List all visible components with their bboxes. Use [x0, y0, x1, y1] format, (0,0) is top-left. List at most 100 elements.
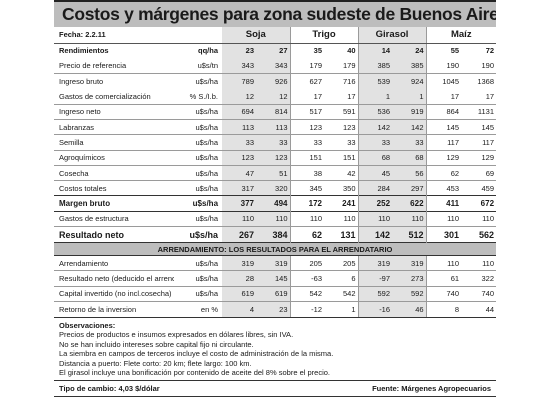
cell: 45 — [357, 164, 393, 181]
cell: -63 — [289, 270, 325, 287]
cell: 142 — [392, 118, 427, 135]
tipo-de-cambio: Tipo de cambio: 4,03 $/dólar — [59, 383, 160, 393]
cell: 51 — [256, 164, 291, 181]
cell: 61 — [425, 270, 462, 287]
observacion-line: La siembra en campos de terceros incluye… — [59, 349, 334, 359]
row-label: Agroquímicos — [54, 149, 174, 166]
row-label: Ingreso bruto — [54, 73, 174, 89]
cell: 42 — [324, 164, 359, 181]
cell: 1368 — [461, 73, 497, 89]
cell: 320 — [256, 180, 291, 196]
cell: 33 — [289, 134, 325, 151]
row-unit: u$s/ha — [195, 258, 219, 268]
cell: 591 — [324, 103, 359, 120]
cell: 33 — [392, 134, 427, 151]
cell: 241 — [324, 195, 359, 212]
costs-table: Fecha: 2.2.11 Soja Trigo Girasol Maíz Re… — [54, 27, 497, 317]
cell: 627 — [289, 73, 325, 89]
cell: 4 — [222, 300, 257, 317]
row-label: Resultado neto (deducido el arrend.) — [54, 270, 174, 287]
cell: 789 — [222, 73, 257, 89]
cell: -12 — [289, 300, 325, 317]
row-label: Ingreso neto — [54, 103, 174, 120]
cell: 592 — [357, 285, 393, 302]
row-unit: u$s/ha — [174, 195, 223, 212]
row-unit: u$s/ha — [174, 210, 223, 227]
cell: 1045 — [425, 73, 462, 89]
table-row: Capital invertido (no incl.cosecha) u$s/h… — [54, 285, 497, 302]
cell: 542 — [289, 285, 325, 302]
cell: 672 — [461, 195, 497, 212]
cell: 536 — [357, 103, 393, 120]
cell: 319 — [256, 255, 291, 271]
cell: 179 — [343, 61, 356, 71]
cell: 317 — [222, 180, 257, 196]
table-row: Cosecha u$s/ha 47 51 38 42 45 56 62 69 — [54, 164, 497, 181]
cell: 1 — [324, 300, 359, 317]
table-row: Labranzas u$s/ha 113 113 123 123 142 142 145 145 — [54, 118, 497, 135]
cell: -16 — [357, 300, 393, 317]
cell: 145 — [461, 118, 497, 135]
crop-header-maiz: Maíz — [425, 27, 497, 44]
table-row: Margen bruto u$s/ha 377 494 172 241 252 622 411 6… — [54, 195, 497, 212]
cell: 814 — [256, 103, 291, 120]
row-unit: u$s/ha — [174, 164, 223, 181]
row-unit: u$s/ha — [174, 180, 223, 196]
arrendamiento-title: ARRENDAMIENTO: LOS RESULTADOS PARA EL AR… — [54, 242, 497, 257]
row-unit: u$s/tn — [197, 61, 219, 71]
cell: 117 — [461, 134, 497, 151]
cell: 56 — [392, 164, 427, 181]
row-unit: u$s/ha — [174, 149, 223, 166]
crop-header-trigo: Trigo — [289, 27, 359, 44]
cell: 110 — [324, 210, 359, 227]
row-label: Gastos de comercialización — [59, 91, 151, 101]
observacion-line: No se han incluido intereses sobre capit… — [59, 339, 254, 349]
cell: 110 — [425, 255, 462, 271]
row-unit: u$s/ha — [174, 103, 223, 120]
cell: 562 — [461, 226, 497, 243]
cell: 62 — [289, 226, 325, 243]
cell: 205 — [343, 258, 356, 268]
cell: 345 — [289, 180, 325, 196]
cell: 267 — [222, 226, 257, 243]
cell: 350 — [324, 180, 359, 196]
cell: 12 — [222, 88, 257, 105]
cell: 110 — [289, 210, 325, 227]
cell: 123 — [324, 118, 359, 135]
cell: 33 — [357, 134, 393, 151]
row-label: Labranzas — [54, 118, 174, 135]
cell: -97 — [357, 270, 393, 287]
cell: 33 — [324, 134, 359, 151]
cell: 129 — [425, 149, 462, 166]
row-label: Rendimientos — [59, 46, 109, 56]
row-label: Cosecha — [54, 164, 174, 181]
cell: 113 — [222, 118, 257, 135]
row-unit: u$s/ha — [174, 270, 223, 287]
cell: 17 — [347, 91, 356, 101]
cell: 131 — [324, 226, 359, 243]
cell: 110 — [222, 210, 257, 227]
cell: 385 — [392, 58, 427, 74]
cell: 343 — [222, 58, 257, 74]
cell: 123 — [289, 118, 325, 135]
cell: 179 — [289, 58, 325, 74]
cell: 459 — [461, 180, 497, 196]
cell: 23 — [256, 300, 291, 317]
cell: 190 — [425, 58, 462, 74]
cell: 343 — [256, 58, 291, 74]
cell: 68 — [357, 149, 393, 166]
cell: 377 — [222, 195, 257, 212]
cell: 319 — [222, 255, 257, 271]
cell: 190 — [481, 61, 495, 71]
observaciones-title: Observaciones: — [59, 320, 116, 330]
table-row: Ingreso neto u$s/ha 694 814 517 591 536 919 864 1… — [54, 103, 497, 120]
arrendamiento-band: ARRENDAMIENTO: LOS RESULTADOS PARA EL AR… — [54, 242, 497, 257]
row-unit: u$s/ha — [174, 226, 223, 243]
cell: 1 — [357, 88, 393, 105]
cell: 35 — [289, 43, 325, 59]
cell: 205 — [289, 255, 325, 271]
cell: 8 — [425, 300, 462, 317]
cell: 740 — [425, 285, 462, 302]
row-label: Arrendamiento — [59, 258, 109, 268]
cell: 110 — [482, 258, 495, 268]
